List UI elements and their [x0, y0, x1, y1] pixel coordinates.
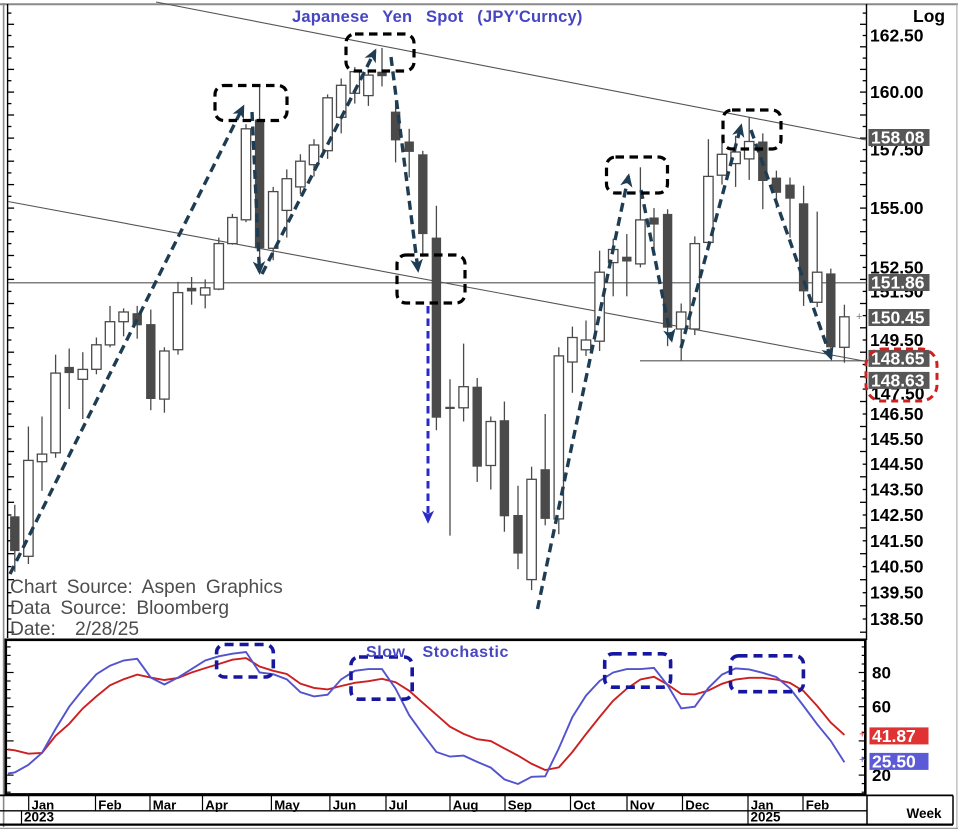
svg-text:2023: 2023 — [24, 809, 55, 824]
svg-text:Jul: Jul — [389, 797, 408, 812]
svg-text:Dec: Dec — [685, 797, 709, 812]
svg-text:Data Source: Bloomberg: Data Source: Bloomberg — [10, 598, 229, 619]
svg-text:May: May — [274, 797, 300, 812]
svg-text:41.87: 41.87 — [872, 726, 916, 746]
svg-text:146.50: 146.50 — [870, 404, 924, 424]
svg-text:Feb: Feb — [98, 797, 121, 812]
svg-text:80: 80 — [872, 664, 891, 683]
svg-text:Slow Stochastic: Slow Stochastic — [366, 644, 509, 661]
svg-text:+: + — [856, 311, 862, 323]
svg-text:145.50: 145.50 — [870, 429, 924, 449]
svg-text:148.65: 148.65 — [871, 348, 925, 368]
svg-text:144.50: 144.50 — [870, 454, 924, 474]
svg-text:155.00: 155.00 — [870, 198, 924, 218]
svg-text:149.50: 149.50 — [870, 330, 924, 350]
svg-text:2/28/25: 2/28/25 — [75, 619, 139, 640]
svg-text:Chart Source: Aspen Graphics: Chart Source: Aspen Graphics — [10, 577, 283, 598]
svg-text:Japanese Yen Spot (JPY'Curncy): Japanese Yen Spot (JPY'Curncy) — [292, 8, 583, 26]
svg-text:Jan: Jan — [32, 797, 55, 812]
svg-text:Oct: Oct — [573, 797, 596, 812]
svg-text:Jun: Jun — [333, 797, 356, 812]
svg-text:148.63: 148.63 — [871, 370, 925, 390]
svg-text:Feb: Feb — [806, 797, 829, 812]
svg-text:25.50: 25.50 — [872, 751, 916, 771]
svg-text:20: 20 — [872, 766, 891, 785]
svg-text:142.50: 142.50 — [870, 505, 924, 525]
svg-text:Aug: Aug — [453, 797, 479, 812]
svg-text:139.50: 139.50 — [870, 583, 924, 603]
svg-text:162.50: 162.50 — [870, 26, 924, 46]
svg-text:150.45: 150.45 — [871, 308, 925, 328]
svg-text:60: 60 — [872, 698, 891, 717]
svg-text:Week: Week — [907, 806, 943, 821]
svg-text:Jan: Jan — [751, 797, 774, 812]
svg-text:158.08: 158.08 — [871, 128, 925, 148]
svg-text:151.86: 151.86 — [871, 273, 925, 293]
svg-text:152.50: 152.50 — [870, 257, 924, 277]
svg-text:Log: Log — [913, 6, 945, 26]
svg-text:Nov: Nov — [630, 797, 656, 812]
svg-text:160.00: 160.00 — [870, 82, 924, 102]
svg-text:Date:: Date: — [10, 619, 56, 640]
svg-text:+: + — [859, 729, 865, 741]
svg-text:Mar: Mar — [153, 797, 176, 812]
svg-text:Apr: Apr — [205, 797, 228, 812]
svg-text:2025: 2025 — [751, 809, 782, 824]
svg-text:138.50: 138.50 — [870, 609, 924, 629]
svg-text:141.50: 141.50 — [870, 531, 924, 551]
svg-text:140.50: 140.50 — [870, 557, 924, 577]
svg-text:+: + — [859, 754, 865, 766]
svg-text:Sep: Sep — [508, 797, 532, 812]
svg-text:143.50: 143.50 — [870, 480, 924, 500]
